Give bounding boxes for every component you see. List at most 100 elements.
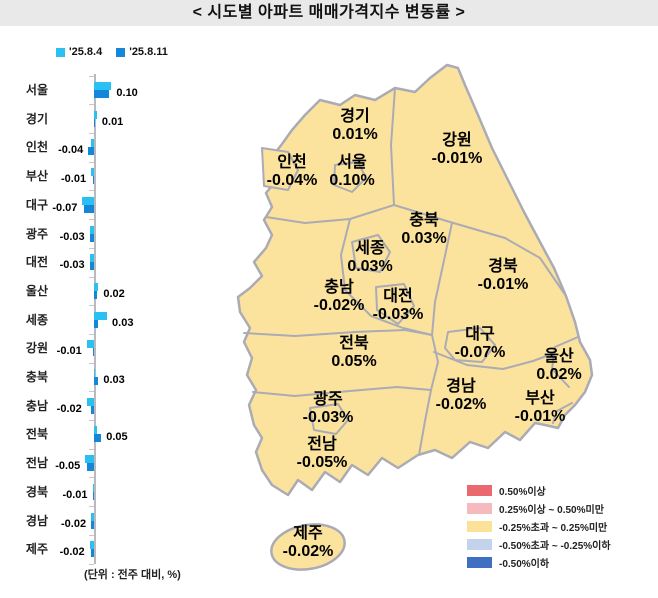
bar-category-label: 경기 bbox=[25, 111, 48, 126]
axis-tick bbox=[89, 133, 94, 135]
map-label-jeju: 제주 bbox=[293, 524, 323, 542]
border-busan bbox=[552, 402, 573, 424]
bar-chart-axis bbox=[94, 74, 96, 564]
bar-value-label: -0.02 bbox=[59, 546, 85, 559]
bar-value-label: -0.03 bbox=[59, 230, 85, 243]
map-legend-swatch-icon bbox=[467, 485, 492, 496]
bar-value-label: -0.02 bbox=[61, 517, 87, 530]
bar-category-label: 인천 bbox=[25, 140, 48, 155]
map-value-busan: -0.01% bbox=[515, 408, 566, 425]
axis-tick bbox=[89, 104, 94, 106]
bar-category-label: 제주 bbox=[25, 542, 48, 557]
map-value-jeonnam: -0.05% bbox=[297, 454, 348, 471]
map-legend-swatch-icon bbox=[467, 521, 492, 532]
map-legend-swatch-icon bbox=[467, 539, 492, 550]
bar-curr-week bbox=[94, 377, 99, 385]
bar-category-label: 울산 bbox=[25, 283, 48, 298]
map-legend-label: -0.50%이하 bbox=[499, 559, 550, 570]
bar-category-label: 광주 bbox=[25, 226, 48, 241]
bar-category-label: 대전 bbox=[25, 255, 48, 270]
border-gyeonggi-south bbox=[265, 204, 395, 224]
bar-prev-week bbox=[94, 82, 112, 90]
axis-tick bbox=[89, 534, 94, 536]
axis-tick bbox=[89, 247, 94, 249]
border-gyeonggi-gangwon bbox=[390, 87, 396, 206]
axis-tick bbox=[89, 391, 94, 393]
bar-prev-week bbox=[94, 110, 97, 119]
bar-category-label: 서울 bbox=[25, 83, 48, 97]
border-ulsan bbox=[551, 336, 579, 388]
bar-prev-week bbox=[94, 311, 108, 320]
map-value-gyeonggi: 0.01% bbox=[332, 126, 377, 143]
map-legend-label: 0.25%이상 ~ 0.50%미만 bbox=[499, 505, 604, 516]
region-daegu-shape bbox=[444, 327, 496, 363]
map-label-sejong: 세종 bbox=[355, 239, 385, 257]
bar-curr-week bbox=[83, 204, 94, 213]
bar-prev-week bbox=[82, 196, 94, 205]
map-label-busan: 부산 bbox=[525, 389, 555, 407]
border-chungnam-chungbuk bbox=[340, 218, 433, 336]
bar-prev-week bbox=[89, 541, 94, 550]
bar-curr-week bbox=[88, 147, 94, 156]
bar-curr-week bbox=[86, 463, 94, 472]
bar-value-label: 0.03 bbox=[103, 374, 125, 386]
map-value-gyeongbuk: -0.01% bbox=[478, 276, 529, 293]
bar-curr-week bbox=[89, 233, 94, 242]
korea-map: 경기0.01% 강원-0.01%인천-0.04%서울0.10%충북0.03%세종0… bbox=[236, 63, 594, 571]
bar-prev-week bbox=[94, 282, 99, 291]
map-legend-row-0: 0.50%이상 bbox=[467, 483, 611, 498]
bar-curr-week bbox=[91, 549, 94, 558]
map-value-chungbuk: 0.03% bbox=[401, 230, 446, 247]
map-legend-row-4: -0.50%이하 bbox=[467, 555, 611, 570]
bar-value-label: -0.04 bbox=[58, 144, 84, 157]
region-incheon-shape bbox=[261, 147, 299, 191]
bar-prev-week bbox=[86, 397, 94, 406]
axis-tick bbox=[89, 362, 94, 364]
page-title: < 시도별 아파트 매매가격지수 변동률 > bbox=[0, 0, 658, 26]
bar-prev-week bbox=[89, 225, 94, 234]
bar-value-label: 0.02 bbox=[103, 287, 125, 300]
bar-value-label: -0.01 bbox=[61, 173, 87, 186]
bar-value-label: -0.03 bbox=[59, 259, 85, 272]
axis-tick bbox=[89, 506, 94, 508]
legend-swatch-icon bbox=[116, 47, 126, 57]
region-jeju-shape bbox=[270, 523, 346, 571]
bar-prev-week bbox=[91, 168, 94, 177]
bar-curr-week bbox=[92, 348, 94, 357]
bar-value-label: -0.07 bbox=[52, 201, 78, 214]
bar-category-label: 경남 bbox=[25, 513, 48, 528]
bar-category-label: 전남 bbox=[25, 456, 48, 471]
map-value-jeonbuk: 0.05% bbox=[331, 353, 376, 370]
map-legend-label: -0.25%초과 ~ 0.25%미만 bbox=[499, 523, 608, 534]
axis-tick bbox=[89, 219, 94, 221]
axis-tick bbox=[89, 276, 94, 278]
map-value-gwangju: -0.03% bbox=[303, 409, 354, 426]
axis-tick bbox=[89, 333, 94, 335]
bar-prev-week bbox=[85, 455, 94, 464]
bar-category-label: 세종 bbox=[25, 312, 48, 327]
axis-tick bbox=[89, 161, 94, 163]
bar-curr-week bbox=[92, 176, 94, 185]
map-label-gyeongnam: 경남 bbox=[446, 377, 476, 395]
bar-category-label: 충북 bbox=[25, 370, 48, 384]
map-label-jeonnam: 전남 bbox=[307, 435, 337, 453]
map-legend-swatch-icon bbox=[467, 557, 492, 568]
bar-prev-week bbox=[89, 254, 94, 263]
axis-tick bbox=[89, 477, 94, 479]
map-value-gyeongnam: -0.02% bbox=[436, 396, 487, 413]
map-label-chungnam: 충남 bbox=[324, 278, 354, 296]
bar-curr-week bbox=[94, 319, 99, 328]
bar-curr-week bbox=[89, 262, 94, 271]
map-legend-row-2: -0.25%초과 ~ 0.25%미만 bbox=[467, 519, 611, 534]
bar-value-label: -0.02 bbox=[56, 402, 82, 415]
legend-item-1: '25.8.11 bbox=[116, 46, 168, 58]
bar-value-label: 0.10 bbox=[116, 87, 138, 99]
map-legend-label: 0.50%이상 bbox=[499, 487, 546, 498]
legend-item-0: '25.8.4 bbox=[56, 46, 102, 58]
map-legend-label: -0.50%초과 ~ -0.25%이하 bbox=[499, 541, 611, 552]
map-legend-row-3: -0.50%초과 ~ -0.25%이하 bbox=[467, 537, 611, 552]
bar-value-label: -0.01 bbox=[62, 488, 88, 501]
map-label-seoul: 서울 bbox=[337, 153, 367, 171]
map-value-jeju: -0.02% bbox=[283, 543, 334, 560]
bar-prev-week bbox=[86, 340, 94, 349]
